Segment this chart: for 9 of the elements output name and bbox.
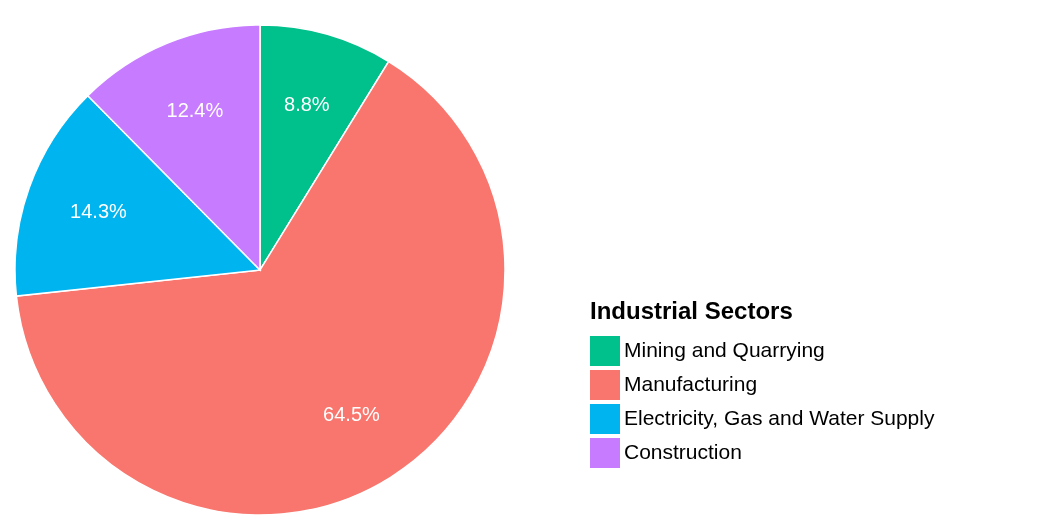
legend-label: Electricity, Gas and Water Supply bbox=[624, 406, 935, 429]
legend-title: Industrial Sectors bbox=[590, 297, 793, 324]
data-label: 8.8% bbox=[284, 93, 330, 116]
legend-label: Manufacturing bbox=[624, 372, 758, 395]
legend-label: Construction bbox=[624, 440, 742, 463]
data-label: 64.5% bbox=[323, 403, 381, 426]
data-label: 12.4% bbox=[166, 99, 224, 122]
data-label: 14.3% bbox=[70, 200, 128, 223]
legend-label: Mining and Quarrying bbox=[624, 338, 825, 361]
